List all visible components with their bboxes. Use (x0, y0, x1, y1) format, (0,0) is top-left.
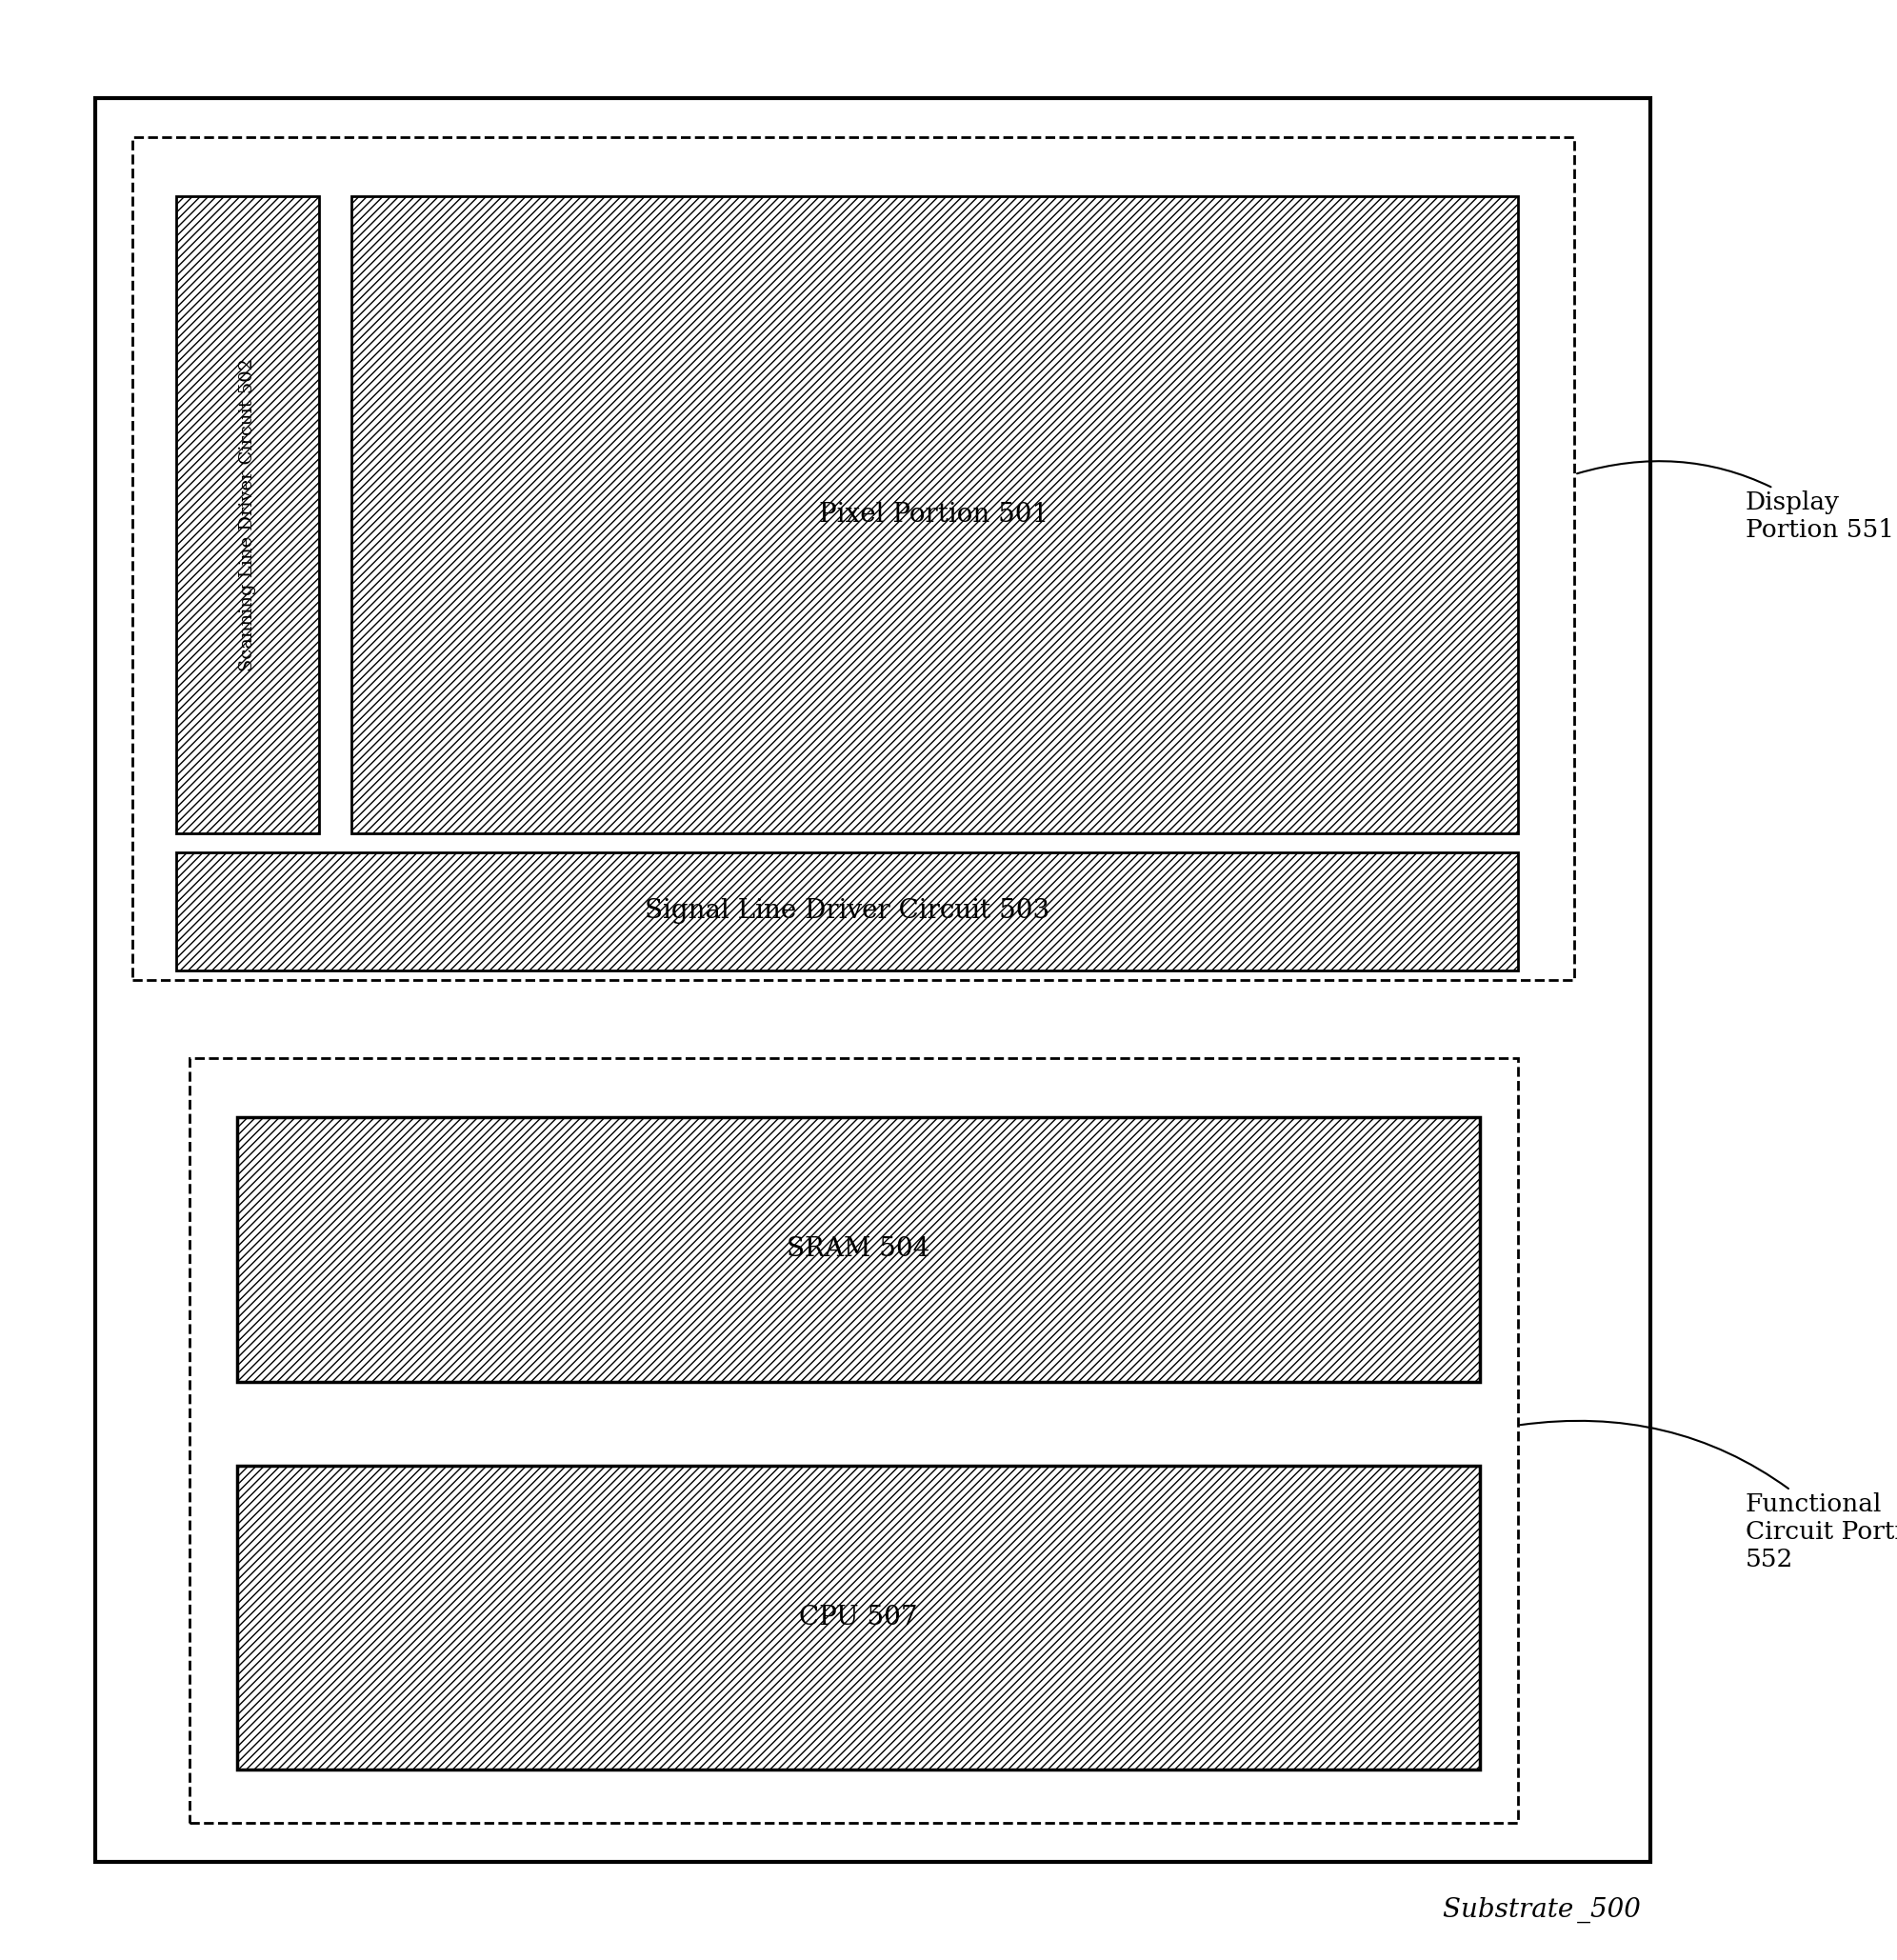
Text: Signal Line Driver Circuit 503: Signal Line Driver Circuit 503 (645, 898, 1049, 925)
Bar (351, 196, 1518, 833)
Text: Substrate  ̲500: Substrate ̲500 (1444, 1897, 1641, 1923)
Text: Scanning Line Driver Circuit 502: Scanning Line Driver Circuit 502 (239, 359, 256, 670)
Bar (190, 1058, 1518, 1823)
Bar (133, 137, 1575, 980)
Text: CPU 507: CPU 507 (799, 1605, 918, 1631)
Bar (237, 1466, 1480, 1770)
Bar (176, 853, 1518, 970)
Text: Display
Portion 551: Display Portion 551 (1576, 461, 1893, 543)
Bar (237, 1117, 1480, 1382)
Bar (95, 98, 1650, 1862)
Text: SRAM 504: SRAM 504 (787, 1237, 930, 1262)
Text: Functional
Circuit Portion
552: Functional Circuit Portion 552 (1519, 1421, 1897, 1572)
Text: Pixel Portion 501: Pixel Portion 501 (820, 502, 1049, 527)
Bar (176, 196, 319, 833)
